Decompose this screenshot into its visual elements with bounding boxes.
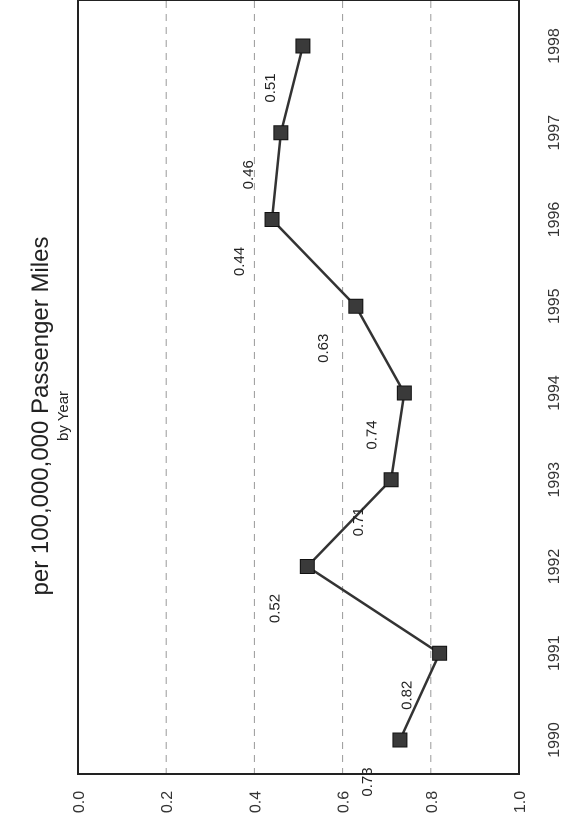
- y-tick-label: 0.4: [247, 791, 264, 813]
- data-point: [396, 385, 412, 401]
- y-axis-ticks: 0.0 0.2 0.4 0.6 0.8 1.0: [71, 791, 529, 813]
- x-tick-label: 1997: [546, 115, 563, 151]
- series-line: [270, 45, 442, 741]
- data-point: [432, 645, 448, 661]
- data-point: [295, 38, 311, 54]
- data-point: [348, 298, 364, 314]
- data-point: [392, 732, 408, 748]
- data-series: 0.73 0.82 0.52 0.71 0.74 0.63 0.44 0.46 0.51: [231, 38, 448, 797]
- y-tick-label: 1.0: [512, 791, 529, 813]
- y-tick-label: 0.6: [336, 791, 353, 813]
- plot-frame: [77, 0, 520, 775]
- data-point: [273, 125, 289, 141]
- data-point: [264, 212, 280, 227]
- gridlines: [165, 1, 432, 773]
- data-label: 0.82: [399, 681, 416, 710]
- x-tick-label: 1998: [546, 28, 563, 64]
- chart-title: per 100,000,000 Passenger Miles: [27, 237, 54, 596]
- x-tick-label: 1993: [546, 462, 563, 498]
- y-tick-label: 0.0: [71, 791, 88, 813]
- chart-titles: per 100,000,000 Passenger Miles by Year: [27, 237, 72, 596]
- data-label: 0.71: [350, 507, 367, 536]
- data-label: 0.63: [315, 334, 332, 363]
- data-label: 0.44: [231, 247, 248, 276]
- x-axis-ticks: 1990 1991 1992 1993 1994 1995 1996 1997 1998: [546, 28, 563, 758]
- y-tick-label: 0.2: [159, 791, 176, 813]
- data-label: 0.74: [363, 420, 380, 449]
- data-point: [383, 472, 399, 488]
- data-point: [299, 559, 315, 574]
- chart-subtitle: by Year: [55, 391, 72, 441]
- x-tick-label: 1994: [546, 375, 563, 411]
- x-tick-label: 1995: [546, 288, 563, 324]
- data-label: 0.46: [240, 160, 257, 189]
- data-label: 0.52: [266, 594, 283, 623]
- data-label: 0.73: [359, 767, 376, 796]
- x-tick-label: 1990: [546, 722, 563, 758]
- x-tick-label: 1996: [546, 202, 563, 238]
- x-tick-label: 1991: [546, 635, 563, 671]
- data-label: 0.51: [262, 73, 279, 102]
- x-tick-label: 1992: [546, 549, 563, 585]
- y-tick-label: 0.8: [424, 791, 441, 813]
